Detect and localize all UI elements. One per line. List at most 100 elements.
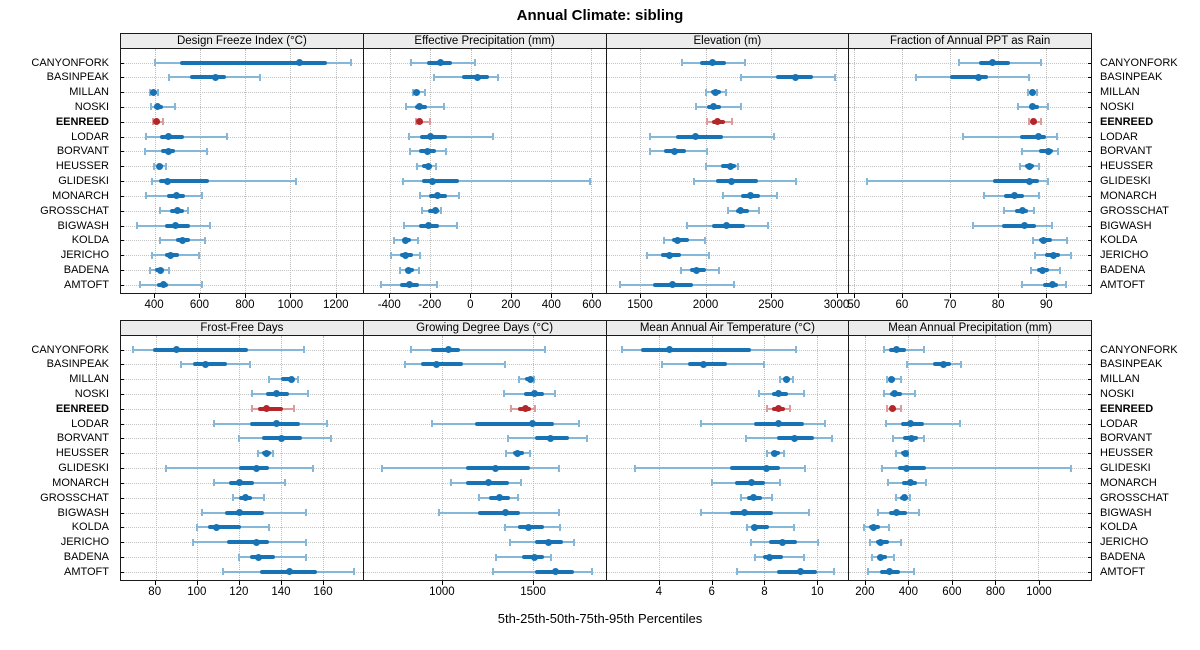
whisker-cap-high [442, 103, 445, 111]
h-gridline [606, 571, 849, 573]
v-gridline [1038, 336, 1040, 580]
x-tick-mark [335, 294, 337, 298]
median-dot [775, 405, 783, 413]
whisker-cap-low [419, 192, 422, 200]
station-label-left-noski: NOSKI [74, 100, 109, 113]
whisker-cap-low [381, 464, 384, 472]
whisker-cap-high [350, 59, 353, 66]
whisker-cap-low [150, 177, 153, 185]
median-dot [771, 449, 779, 457]
whisker-cap-low [1033, 251, 1036, 259]
h-gridline [849, 438, 1091, 440]
median-dot [491, 464, 499, 472]
median-dot [423, 147, 431, 155]
whisker-cap-high [775, 192, 778, 200]
whisker-cap-high [959, 420, 962, 428]
median-dot [1039, 266, 1047, 274]
whisker-cap-high [201, 192, 204, 200]
whisker-cap-high [284, 479, 287, 487]
median-dot [1044, 147, 1052, 155]
station-label-left-badena: BADENA [63, 551, 109, 564]
whisker-cap-high [353, 568, 356, 576]
y-tick-mark [121, 77, 124, 79]
station-label-right-badena: BADENA [1100, 551, 1146, 564]
x-tick-label: 600 [582, 299, 602, 311]
whisker-cap-low [221, 568, 224, 576]
x-tick-mark [711, 581, 713, 585]
h-gridline [121, 106, 363, 108]
station-label-left-glideski: GLIDESKI [58, 175, 109, 188]
median-dot [172, 346, 180, 353]
whisker-cap-high [164, 162, 167, 170]
h-gridline [606, 379, 849, 381]
median-dot [892, 346, 900, 353]
whisker-cap-low [507, 434, 510, 442]
x-tick-label: 6 [708, 586, 715, 598]
whisker-cap-high [1035, 88, 1038, 96]
median-dot [747, 192, 755, 200]
station-label-left-bigwash: BIGWASH [57, 219, 109, 232]
station-label-right-eenreed: EENREED [1100, 402, 1154, 415]
h-gridline [606, 151, 849, 153]
strip-header-row: Design Freeze Index (°C) Effective Precip… [120, 33, 1092, 49]
median-dot [285, 568, 293, 576]
whisker-cap-high [914, 390, 917, 398]
whisker-cap-low [144, 133, 147, 141]
median-dot [900, 494, 908, 502]
y-tick-mark [121, 453, 124, 455]
whisker-cap-high [295, 177, 298, 185]
x-tick-label: 120 [229, 586, 249, 598]
h-gridline [849, 210, 1091, 212]
median-dot [235, 509, 243, 517]
panel-row-2: Frost-Free Days Growing Degree Days (°C) M… [120, 320, 1092, 605]
whisker-cap-low [679, 266, 682, 274]
v-gridline [442, 336, 444, 580]
whisker-cap-low [402, 222, 405, 230]
whisker-cap-high [573, 538, 576, 546]
h-gridline [363, 408, 606, 410]
strip-frost-free-days: Frost-Free Days [120, 320, 364, 336]
median-dot [888, 375, 896, 383]
whisker-cap-high [473, 59, 476, 66]
whisker-cap-low [710, 479, 713, 487]
median-dot [1019, 207, 1027, 215]
whisker-cap-low [750, 538, 753, 546]
whisker-cap-high [960, 360, 963, 368]
whisker-cap-low [411, 88, 414, 96]
whisker-cap-high [1051, 222, 1054, 230]
x-tick-mark [658, 581, 660, 585]
whisker-cap-low [915, 73, 918, 81]
median-dot [751, 523, 759, 531]
h-gridline [606, 92, 849, 94]
median-dot [1011, 192, 1019, 200]
median-dot [765, 553, 773, 561]
whisker-cap-high [794, 177, 797, 185]
station-label-left-glideski: GLIDESKI [58, 462, 109, 475]
y-tick-mark [1088, 557, 1091, 559]
whisker-cap-high [557, 464, 560, 472]
whisker-cap-high [724, 88, 727, 96]
y-tick-mark [1088, 438, 1091, 440]
h-gridline [121, 240, 363, 242]
station-label-left-borvant: BORVANT [56, 145, 109, 158]
whisker-cap-high [455, 222, 458, 230]
median-dot [1049, 251, 1057, 259]
h-gridline [849, 349, 1091, 351]
whisker-cap-low [410, 59, 413, 66]
whisker-cap-high [900, 538, 903, 546]
y-tick-mark [121, 393, 124, 395]
whisker-cap-low [495, 553, 498, 561]
median-dot [1029, 88, 1037, 96]
whisker-cap-low [492, 568, 495, 576]
whisker-cap-low [882, 390, 885, 398]
panel-fraction-of-annual-ppt-as-rain [848, 49, 1092, 294]
whisker-cap-high [707, 251, 710, 259]
x-tick-mark [591, 294, 593, 298]
y-tick-mark [121, 92, 124, 94]
y-tick-mark [1088, 349, 1091, 351]
median-dot [552, 568, 560, 576]
median-dot [157, 266, 165, 274]
whisker-cap-low [409, 147, 412, 155]
v-gridline [239, 336, 241, 580]
